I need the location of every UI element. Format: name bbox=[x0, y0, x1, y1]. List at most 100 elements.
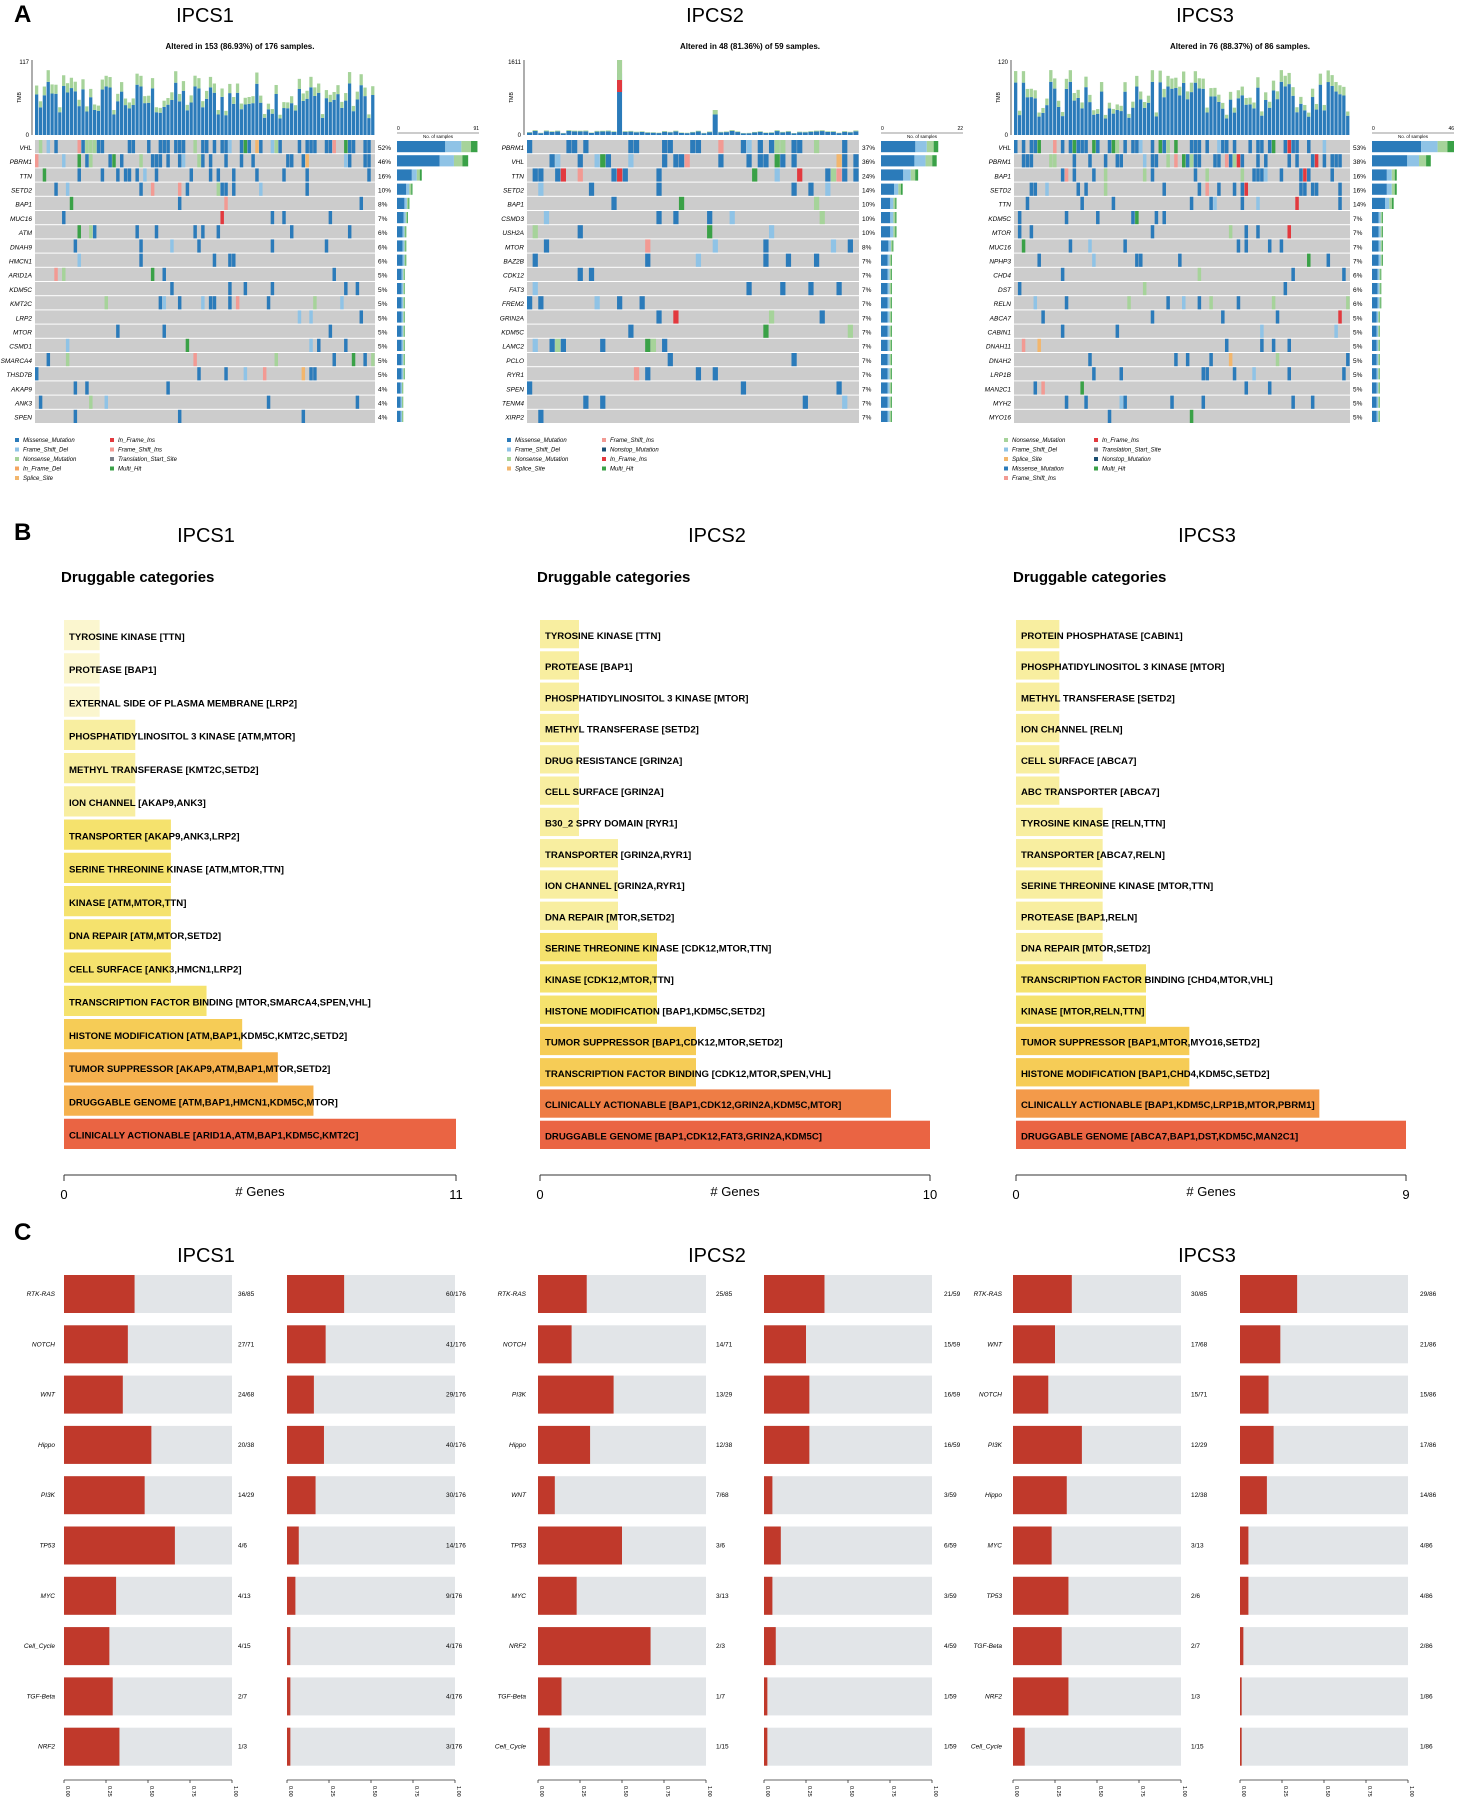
tmb-bar bbox=[1327, 82, 1330, 135]
mutation-tile bbox=[78, 140, 81, 153]
pathway-bar-bg bbox=[538, 1728, 706, 1766]
side-bar-seg bbox=[403, 255, 405, 266]
pathway-genes-label: 1/15 bbox=[716, 1744, 729, 1751]
tmb-bar bbox=[174, 83, 177, 135]
gene-label: KDM5C bbox=[988, 216, 1011, 223]
side-bar-seg bbox=[914, 155, 925, 166]
mutation-tile bbox=[538, 183, 543, 196]
legend-label: Splice_Site bbox=[1012, 457, 1043, 463]
pathway-genes-label: 2/7 bbox=[238, 1693, 247, 1700]
side-bar-seg bbox=[887, 269, 889, 280]
mutation-tile bbox=[1178, 254, 1182, 267]
pathway-genes-bar bbox=[538, 1728, 550, 1766]
gene-pct-label: 10% bbox=[862, 202, 875, 209]
gene-label: DST bbox=[998, 287, 1012, 294]
tmb-bar bbox=[679, 133, 684, 135]
gene-row-bg bbox=[1014, 140, 1350, 153]
tmb-bar-top bbox=[271, 109, 274, 114]
tmb-bar-top bbox=[190, 95, 193, 102]
pathway-samples-bar bbox=[764, 1325, 806, 1363]
gene-pct-label: 14% bbox=[862, 188, 875, 195]
mutation-tile bbox=[1151, 225, 1155, 238]
mutation-tile bbox=[656, 168, 661, 181]
mutation-tile bbox=[344, 339, 347, 352]
gene-pct-label: 10% bbox=[862, 230, 875, 237]
tmb-bar-top bbox=[143, 96, 146, 103]
tmb-bar bbox=[108, 87, 111, 135]
mutation-tile bbox=[271, 239, 274, 252]
pathway-label: MYC bbox=[41, 1593, 56, 1600]
mutation-tile bbox=[290, 225, 293, 238]
side-bar-seg bbox=[1382, 212, 1383, 223]
mutation-tile bbox=[1061, 168, 1065, 181]
mutation-tile bbox=[1276, 310, 1280, 323]
tmb-bar bbox=[786, 132, 791, 135]
mutation-tile bbox=[348, 154, 351, 167]
mutation-tile bbox=[1237, 154, 1241, 167]
gene-pct-label: 5% bbox=[1353, 344, 1363, 351]
pathway-samples-label: 3/59 bbox=[944, 1593, 957, 1600]
mutation-tile bbox=[1272, 140, 1276, 153]
pathway-title: IPCS1 bbox=[177, 1245, 235, 1267]
tmb-bar bbox=[352, 111, 355, 135]
mutation-tile bbox=[182, 140, 185, 153]
tmb-bar bbox=[244, 104, 247, 135]
tmb-bar bbox=[139, 86, 142, 135]
mutation-tile bbox=[240, 154, 243, 167]
tmb-bar-top bbox=[371, 86, 374, 95]
pathway-label: WNT bbox=[40, 1392, 56, 1399]
gene-label: LRP1B bbox=[990, 372, 1011, 379]
pathway-genes-bar bbox=[538, 1275, 587, 1313]
mutation-tile bbox=[1065, 396, 1069, 409]
mutation-tile bbox=[1276, 353, 1280, 366]
side-bar bbox=[881, 297, 887, 308]
gene-row-bg bbox=[1014, 211, 1350, 224]
tmb-bar bbox=[1026, 97, 1029, 135]
mutation-tile bbox=[1287, 140, 1291, 153]
pathway-genes-label: 4/15 bbox=[238, 1643, 251, 1650]
side-bar bbox=[397, 141, 445, 152]
mutation-tile bbox=[640, 296, 645, 309]
tmb-bar-top bbox=[842, 131, 847, 132]
mutation-tile bbox=[267, 396, 270, 409]
gene-pct-label: 7% bbox=[862, 301, 872, 308]
pathway-samples-bar bbox=[1240, 1275, 1297, 1313]
druggable-bar-label: DNA REPAIR [MTOR,SETD2] bbox=[1021, 944, 1150, 955]
pathway-label: WNT bbox=[511, 1492, 527, 1499]
gene-row-bg bbox=[527, 154, 859, 167]
mutation-tile bbox=[62, 211, 65, 224]
side-bar-seg bbox=[402, 397, 403, 408]
druggable-bar-label: TRANSPORTER [GRIN2A,RYR1] bbox=[545, 850, 691, 861]
mutation-tile bbox=[808, 183, 813, 196]
mutation-tile bbox=[1182, 154, 1186, 167]
mutation-tile bbox=[1284, 140, 1288, 153]
gene-label: LAMC2 bbox=[502, 344, 524, 351]
mutation-tile bbox=[820, 310, 825, 323]
side-bar-seg bbox=[888, 240, 890, 251]
tmb-bar bbox=[1311, 97, 1314, 135]
tmb-bar bbox=[651, 133, 656, 135]
side-bar bbox=[1372, 226, 1378, 237]
pathway-samples-label: 4/59 bbox=[944, 1643, 957, 1650]
tmb-bar-top bbox=[1260, 111, 1263, 115]
gene-row-bg bbox=[35, 183, 375, 196]
side-bar-seg bbox=[891, 240, 892, 251]
mutation-tile bbox=[105, 396, 108, 409]
pathway-genes-label: 15/71 bbox=[1191, 1392, 1208, 1399]
mutation-tile bbox=[1104, 154, 1108, 167]
side-bar-seg bbox=[890, 397, 891, 408]
gene-label: GRIN2A bbox=[500, 315, 524, 322]
mutation-tile bbox=[197, 239, 200, 252]
side-bar-seg bbox=[1378, 368, 1379, 379]
legend-swatch bbox=[110, 457, 114, 461]
side-bar-seg bbox=[403, 269, 404, 280]
mutation-tile bbox=[555, 154, 560, 167]
mutation-tile bbox=[1225, 154, 1229, 167]
mutation-tile bbox=[78, 254, 81, 267]
gene-pct-label: 6% bbox=[1353, 287, 1363, 294]
pathway-label: Cell_Cycle bbox=[971, 1744, 1002, 1751]
mutation-tile bbox=[1237, 239, 1241, 252]
tmb-bar bbox=[1159, 82, 1162, 135]
mutation-tile bbox=[1022, 339, 1026, 352]
mutation-tile bbox=[1295, 197, 1299, 210]
